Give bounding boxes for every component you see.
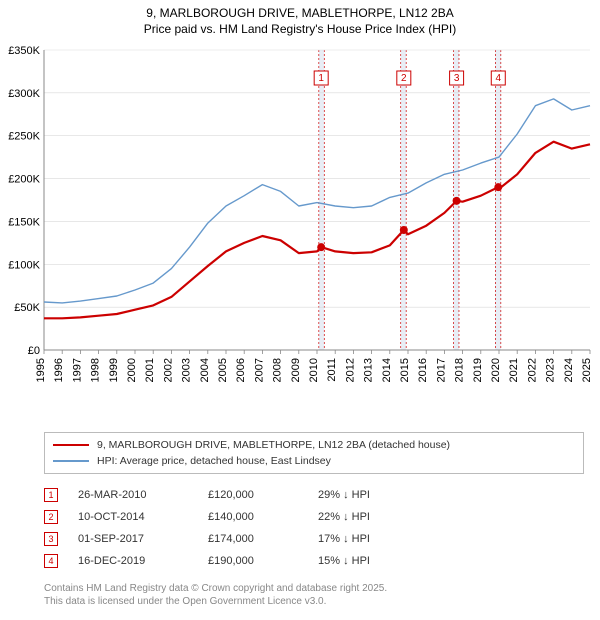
svg-text:2012: 2012 — [344, 358, 356, 382]
svg-text:£100K: £100K — [8, 259, 40, 271]
svg-text:2006: 2006 — [235, 358, 247, 382]
svg-text:2017: 2017 — [435, 358, 447, 382]
legend: 9, MARLBOROUGH DRIVE, MABLETHORPE, LN12 … — [44, 432, 584, 474]
svg-text:2009: 2009 — [290, 358, 302, 382]
event-date-1: 26-MAR-2010 — [78, 489, 188, 501]
svg-text:1999: 1999 — [108, 358, 120, 382]
event-row-4: 4 16-DEC-2019 £190,000 15% ↓ HPI — [44, 550, 584, 572]
title-line-1: 9, MARLBOROUGH DRIVE, MABLETHORPE, LN12 … — [0, 6, 600, 22]
svg-text:2011: 2011 — [326, 358, 338, 382]
svg-text:£300K: £300K — [8, 88, 40, 100]
svg-text:2003: 2003 — [181, 358, 193, 382]
event-date-3: 01-SEP-2017 — [78, 533, 188, 545]
svg-text:£350K: £350K — [8, 45, 40, 57]
svg-text:2021: 2021 — [508, 358, 520, 382]
svg-text:4: 4 — [495, 73, 501, 84]
svg-text:2014: 2014 — [381, 358, 393, 382]
chart-area: £0 £50K £100K £150K £200K £250K £300K £350K 1995… — [0, 40, 600, 400]
svg-text:1995: 1995 — [35, 358, 47, 382]
svg-text:£250K: £250K — [8, 131, 40, 143]
footnote-line-2: This data is licensed under the Open Gov… — [44, 595, 584, 608]
legend-swatch-hpi — [53, 460, 89, 462]
svg-text:2018: 2018 — [454, 358, 466, 382]
svg-text:2002: 2002 — [162, 358, 174, 382]
event-diff-3: 17% ↓ HPI — [318, 533, 428, 545]
event-marker-1: 1 — [44, 488, 58, 502]
event-date-2: 10-OCT-2014 — [78, 511, 188, 523]
legend-item-property: 9, MARLBOROUGH DRIVE, MABLETHORPE, LN12 … — [53, 437, 575, 453]
event-price-2: £140,000 — [208, 511, 298, 523]
svg-text:3: 3 — [454, 73, 460, 84]
event-date-4: 16-DEC-2019 — [78, 555, 188, 567]
svg-text:2005: 2005 — [217, 358, 229, 382]
svg-text:2007: 2007 — [253, 358, 265, 382]
svg-text:2025: 2025 — [581, 358, 593, 382]
svg-text:£200K: £200K — [8, 174, 40, 186]
svg-text:2016: 2016 — [417, 358, 429, 382]
event-price-3: £174,000 — [208, 533, 298, 545]
svg-text:2015: 2015 — [399, 358, 411, 382]
svg-text:2001: 2001 — [144, 358, 156, 382]
event-marker-2: 2 — [44, 510, 58, 524]
title-line-2: Price paid vs. HM Land Registry's House … — [0, 22, 600, 38]
event-price-1: £120,000 — [208, 489, 298, 501]
event-row-1: 1 26-MAR-2010 £120,000 29% ↓ HPI — [44, 484, 584, 506]
event-row-2: 2 10-OCT-2014 £140,000 22% ↓ HPI — [44, 506, 584, 528]
svg-text:2020: 2020 — [490, 358, 502, 382]
event-diff-1: 29% ↓ HPI — [318, 489, 428, 501]
svg-text:£50K: £50K — [14, 302, 40, 314]
legend-swatch-property — [53, 444, 89, 447]
svg-text:2010: 2010 — [308, 358, 320, 382]
svg-text:2004: 2004 — [199, 358, 211, 382]
legend-label-hpi: HPI: Average price, detached house, East… — [97, 455, 331, 467]
footnote: Contains HM Land Registry data © Crown c… — [44, 582, 584, 608]
svg-text:2019: 2019 — [472, 358, 484, 382]
svg-text:1997: 1997 — [71, 358, 83, 382]
events-table: 1 26-MAR-2010 £120,000 29% ↓ HPI 2 10-OC… — [44, 484, 584, 572]
svg-text:1: 1 — [318, 73, 324, 84]
legend-item-hpi: HPI: Average price, detached house, East… — [53, 453, 575, 469]
chart-title-block: 9, MARLBOROUGH DRIVE, MABLETHORPE, LN12 … — [0, 0, 600, 37]
below-chart: 9, MARLBOROUGH DRIVE, MABLETHORPE, LN12 … — [44, 432, 584, 608]
svg-text:1998: 1998 — [90, 358, 102, 382]
svg-text:2: 2 — [401, 73, 407, 84]
legend-label-property: 9, MARLBOROUGH DRIVE, MABLETHORPE, LN12 … — [97, 439, 450, 451]
svg-text:2024: 2024 — [563, 358, 575, 382]
svg-text:2013: 2013 — [363, 358, 375, 382]
svg-text:2022: 2022 — [526, 358, 538, 382]
event-marker-4: 4 — [44, 554, 58, 568]
svg-text:1996: 1996 — [53, 358, 65, 382]
event-diff-4: 15% ↓ HPI — [318, 555, 428, 567]
svg-text:£0: £0 — [28, 345, 40, 357]
svg-text:2008: 2008 — [272, 358, 284, 382]
svg-text:£150K: £150K — [8, 216, 40, 228]
event-price-4: £190,000 — [208, 555, 298, 567]
event-diff-2: 22% ↓ HPI — [318, 511, 428, 523]
svg-text:2023: 2023 — [545, 358, 557, 382]
event-row-3: 3 01-SEP-2017 £174,000 17% ↓ HPI — [44, 528, 584, 550]
chart-svg: £0 £50K £100K £150K £200K £250K £300K £350K 1995… — [0, 40, 600, 430]
event-marker-3: 3 — [44, 532, 58, 546]
footnote-line-1: Contains HM Land Registry data © Crown c… — [44, 582, 584, 595]
svg-text:2000: 2000 — [126, 358, 138, 382]
